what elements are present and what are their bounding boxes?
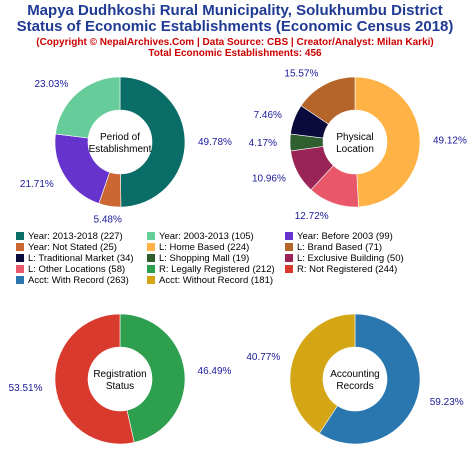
legend-item-l-other-locations-58: L: Other Locations (58) [16, 264, 125, 275]
legend-label: Year: Before 2003 (99) [297, 231, 393, 242]
pct-label-l-traditional-market: 7.46% [254, 110, 282, 121]
legend-item-l-exclusive-building-50: L: Exclusive Building (50) [285, 253, 404, 264]
slice-r-not-registered [54, 313, 135, 445]
legend-label: L: Traditional Market (34) [28, 253, 134, 264]
legend-label: Year: 2013-2018 (227) [28, 231, 123, 242]
center-label-line-2: Establishment [89, 144, 152, 155]
legend-label: L: Exclusive Building (50) [297, 253, 404, 264]
legend-label: R: Legally Registered (212) [159, 264, 275, 275]
slice-l-home-based [354, 76, 421, 208]
legend-label: L: Other Locations (58) [28, 264, 126, 275]
center-label-line-1: Accounting [330, 369, 379, 380]
slice-l-brand-based [300, 76, 356, 125]
legend-item-l-brand-based-71: L: Brand Based (71) [285, 242, 382, 253]
pct-label-acct-without-record: 40.77% [246, 352, 280, 363]
legend-label: Year: 2003-2013 (105) [159, 231, 254, 242]
legend-item-year-not-stated-25: Year: Not Stated (25) [16, 242, 117, 253]
legend-swatch [16, 232, 24, 240]
legend-item-acct-without-record-181: Acct: Without Record (181) [147, 275, 273, 286]
pct-label-year-2013-2018: 49.78% [198, 137, 232, 148]
pct-label-r-not-registered: 53.51% [9, 383, 43, 394]
pct-label-year-2003-2013: 23.03% [34, 79, 68, 90]
donut-physical-location: 49.12% 12.72% 10.96% 4.17% 7.46% 15.57% Physic… [249, 69, 467, 222]
pct-label-l-brand-based: 15.57% [284, 69, 318, 80]
legend-item-l-traditional-market-34: L: Traditional Market (34) [16, 253, 134, 264]
pct-label-l-shopping-mall: 4.17% [249, 138, 277, 149]
legend-swatch [147, 232, 155, 240]
legend-label: Acct: Without Record (181) [159, 275, 274, 286]
pct-label-year-before-2003: 21.71% [20, 179, 54, 190]
legend-swatch [285, 265, 293, 273]
legend-label: L: Brand Based (71) [297, 242, 383, 253]
center-label-line-1: Registration [93, 369, 146, 380]
legend-swatch [147, 243, 155, 251]
legend-label: Acct: With Record (263) [28, 275, 129, 286]
legend-swatch [147, 265, 155, 273]
center-label-line-1: Period of [100, 132, 140, 143]
donut-period-of-establishment: 49.78% 5.48% 21.71% 23.03% Period ofEstablis… [20, 76, 232, 226]
legend-item-r-not-registered-244: R: Not Registered (244) [285, 264, 397, 275]
legend-label: R: Not Registered (244) [297, 264, 398, 275]
center-label-line-2: Status [106, 381, 134, 392]
legend-item-l-home-based-224: L: Home Based (224) [147, 242, 249, 253]
legend-swatch [147, 276, 155, 284]
legend-swatch [285, 232, 293, 240]
legend-swatch [285, 254, 293, 262]
legend-swatch [16, 254, 24, 262]
slice-r-legally-registered [119, 313, 186, 443]
legend-swatch [147, 254, 155, 262]
pct-label-year-not-stated: 5.48% [94, 215, 122, 226]
slice-year-2013-2018 [119, 76, 186, 208]
legend-item-year-2003-2013-105: Year: 2003-2013 (105) [147, 231, 254, 242]
legend-swatch [285, 243, 293, 251]
legend-item-acct-with-record-263: Acct: With Record (263) [16, 275, 129, 286]
center-label-line-1: Physical [336, 132, 373, 143]
pct-label-acct-with-record: 59.23% [430, 397, 464, 408]
pct-label-l-other-locations: 12.72% [295, 211, 329, 222]
chart-title-line-1: Mapya Dudhkoshi Rural Municipality, Solu… [27, 2, 443, 19]
legend-swatch [16, 243, 24, 251]
pct-label-l-home-based: 49.12% [433, 135, 467, 146]
slice-year-2003-2013 [55, 76, 121, 139]
slice-acct-with-record [318, 313, 421, 445]
legend-item-year-2013-2018-227: Year: 2013-2018 (227) [16, 231, 123, 242]
legend-item-year-before-2003-99: Year: Before 2003 (99) [285, 231, 393, 242]
legend-item-r-legally-registered-212: R: Legally Registered (212) [147, 264, 275, 275]
pct-label-r-legally-registered: 46.49% [198, 366, 232, 377]
legend-item-l-shopping-mall-19: L: Shopping Mall (19) [147, 253, 249, 264]
center-label-line-2: Records [336, 381, 373, 392]
legend-label: L: Home Based (224) [159, 242, 250, 253]
legend-swatch [16, 265, 24, 273]
slice-acct-without-record [289, 313, 356, 434]
legend-swatch [16, 276, 24, 284]
center-label-line-2: Location [336, 144, 374, 155]
total-establishments: Total Economic Establishments: 456 [148, 48, 322, 59]
pct-label-l-exclusive-building: 10.96% [252, 174, 286, 185]
copyright-subtitle: (Copyright © NepalArchives.Com | Data So… [36, 37, 434, 48]
legend-label: L: Shopping Mall (19) [159, 253, 250, 264]
chart-title-line-2: Status of Economic Establishments (Econo… [16, 18, 454, 35]
legend-label: Year: Not Stated (25) [28, 242, 117, 253]
